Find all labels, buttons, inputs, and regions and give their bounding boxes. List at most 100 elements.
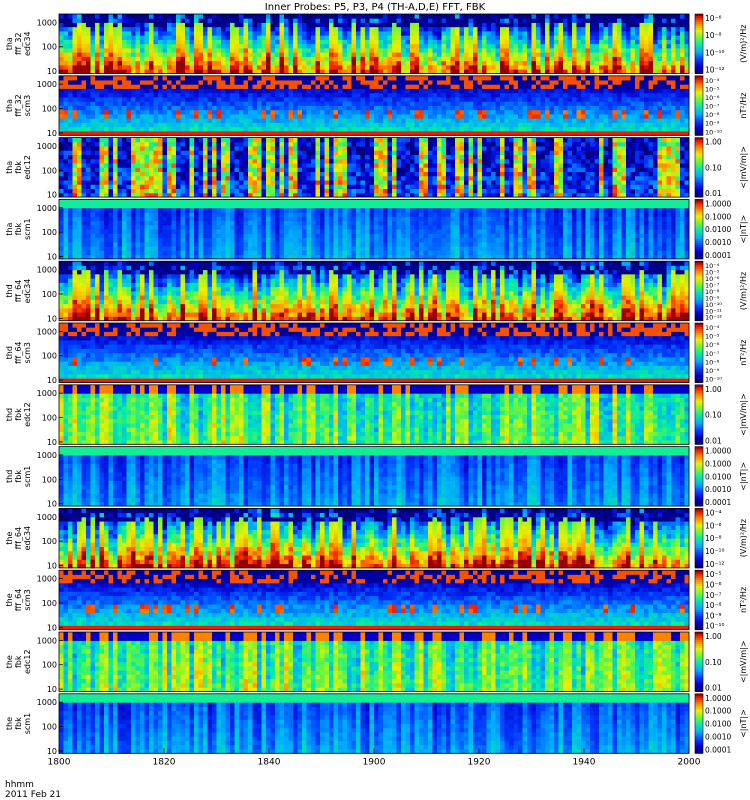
heatmap-cell <box>433 114 438 119</box>
heatmap-cell <box>284 142 289 147</box>
heatmap-cell <box>280 142 285 147</box>
heatmap-cell <box>293 189 298 194</box>
heatmap-cell <box>181 127 186 132</box>
heatmap-cell <box>122 176 127 181</box>
heatmap-cell <box>221 89 226 94</box>
heatmap-cell <box>523 118 528 123</box>
heatmap-cell <box>181 48 186 53</box>
heatmap-cell <box>194 163 199 168</box>
heatmap-cell <box>280 123 285 128</box>
heatmap-cell <box>379 31 384 36</box>
heatmap-cell <box>482 89 487 94</box>
heatmap-cell <box>122 35 127 40</box>
colorbar: 10⁻⁴10⁻⁵10⁻⁶10⁻⁷10⁻⁸10⁻⁹10⁻¹⁰nT²/Hz <box>695 76 748 137</box>
heatmap-cell <box>343 172 348 177</box>
heatmap-cell <box>604 31 609 36</box>
heatmap-cell <box>104 23 109 28</box>
heatmap-cell <box>122 52 127 57</box>
heatmap-cell <box>280 101 285 106</box>
heatmap-cell <box>113 123 118 128</box>
heatmap-cell <box>671 80 676 85</box>
heatmap-cell <box>235 176 240 181</box>
heatmap-cell <box>230 14 235 19</box>
heatmap-cell <box>226 114 231 119</box>
heatmap-cell <box>356 89 361 94</box>
heatmap-cell <box>622 97 627 102</box>
heatmap-cell <box>437 84 442 89</box>
heatmap-cell <box>271 189 276 194</box>
heatmap-cell <box>509 84 514 89</box>
heatmap-cell <box>505 65 510 70</box>
heatmap-cell <box>307 123 312 128</box>
heatmap-cell <box>248 146 253 151</box>
heatmap-cell <box>631 44 636 49</box>
heatmap-cell <box>617 23 622 28</box>
heatmap-cell <box>307 48 312 53</box>
heatmap-cell <box>271 146 276 151</box>
heatmap-cell <box>118 40 123 45</box>
heatmap-cell <box>311 142 316 147</box>
heatmap-cell <box>199 184 204 189</box>
heatmap-cell <box>428 123 433 128</box>
heatmap-cell <box>190 110 195 115</box>
heatmap-cell <box>172 123 177 128</box>
heatmap-cell <box>338 180 343 185</box>
heatmap-cell <box>266 61 271 66</box>
heatmap-cell <box>338 89 343 94</box>
heatmap-cell <box>658 61 663 66</box>
heatmap-cell <box>401 35 406 40</box>
heatmap-cell <box>230 44 235 49</box>
heatmap-cell <box>266 142 271 147</box>
heatmap-cell <box>68 61 73 66</box>
heatmap-cell <box>455 89 460 94</box>
heatmap-cell <box>131 167 136 172</box>
heatmap-cell <box>176 101 181 106</box>
heatmap-cell <box>77 142 82 147</box>
heatmap-cell <box>302 23 307 28</box>
heatmap-cell <box>446 114 451 119</box>
heatmap-cell <box>199 155 204 160</box>
heatmap-cell <box>91 97 96 102</box>
heatmap-cell <box>275 189 280 194</box>
heatmap-cell <box>329 159 334 164</box>
heatmap-cell <box>487 84 492 89</box>
heatmap-cell <box>284 84 289 89</box>
heatmap-cell <box>595 118 600 123</box>
heatmap-cell <box>266 180 271 185</box>
heatmap-cell <box>163 23 168 28</box>
heatmap-cell <box>428 93 433 98</box>
heatmap-cell <box>347 184 352 189</box>
heatmap-cell <box>577 127 582 132</box>
heatmap-cell <box>239 101 244 106</box>
heatmap-cell <box>604 127 609 132</box>
heatmap-cell <box>73 89 78 94</box>
heatmap-cell <box>329 93 334 98</box>
heatmap-cell <box>356 52 361 57</box>
heatmap-cell <box>613 35 618 40</box>
heatmap-cell <box>329 167 334 172</box>
heatmap-cell <box>680 48 685 53</box>
heatmap-cell <box>217 23 222 28</box>
heatmap-cell <box>415 101 420 106</box>
heatmap-cell <box>469 44 474 49</box>
heatmap-cell <box>86 80 91 85</box>
heatmap-cell <box>73 65 78 70</box>
heatmap-cell <box>577 123 582 128</box>
heatmap-cell <box>203 150 208 155</box>
heatmap-cell <box>536 127 541 132</box>
heatmap-cell <box>424 93 429 98</box>
heatmap-cell <box>298 80 303 85</box>
heatmap-cell <box>77 40 82 45</box>
heatmap-cell <box>239 189 244 194</box>
heatmap-cell <box>406 123 411 128</box>
heatmap-cell <box>649 80 654 85</box>
heatmap-cell <box>554 65 559 70</box>
heatmap-cell <box>230 155 235 160</box>
heatmap-cell <box>671 89 676 94</box>
heatmap-cell <box>127 172 132 177</box>
heatmap-cell <box>185 184 190 189</box>
heatmap-cell <box>406 35 411 40</box>
heatmap-cell <box>671 18 676 23</box>
heatmap-cell <box>320 31 325 36</box>
heatmap-cell <box>586 31 591 36</box>
